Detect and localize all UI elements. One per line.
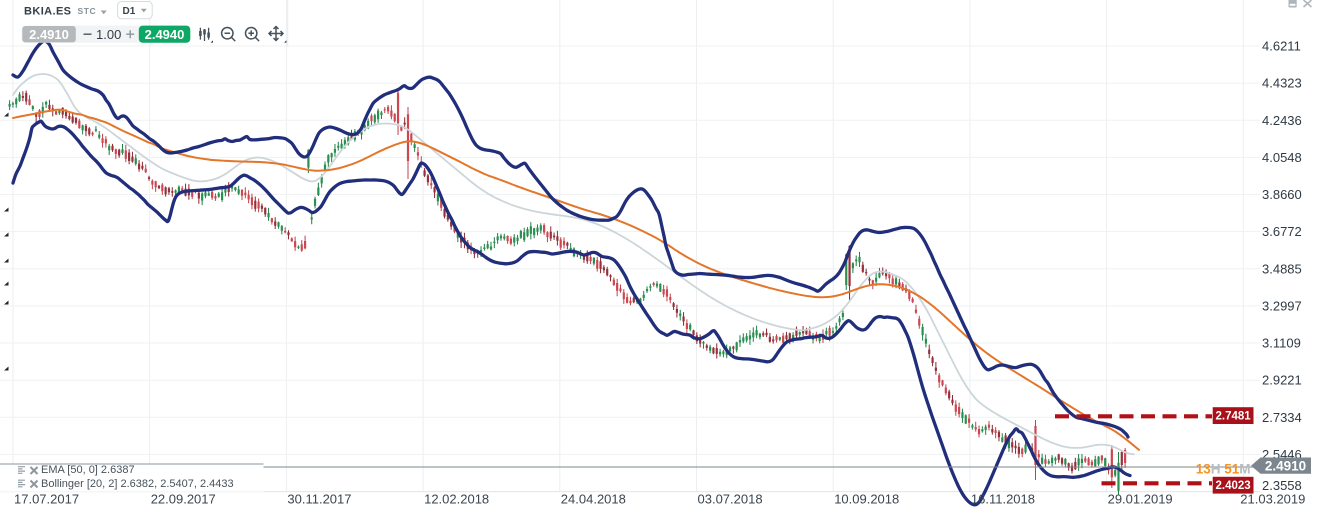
svg-text:4.2436: 4.2436 <box>1262 113 1302 128</box>
svg-text:17.07.2017: 17.07.2017 <box>14 492 79 507</box>
svg-text:D1: D1 <box>123 6 136 17</box>
svg-text:2.4910: 2.4910 <box>29 27 69 42</box>
svg-text:1.00: 1.00 <box>96 27 121 42</box>
svg-text:2.3558: 2.3558 <box>1262 478 1302 493</box>
svg-text:21.03.2019: 21.03.2019 <box>1240 492 1305 507</box>
svg-text:3.1109: 3.1109 <box>1262 336 1301 351</box>
svg-text:16.11.2018: 16.11.2018 <box>971 492 1035 507</box>
svg-text:2.9221: 2.9221 <box>1262 373 1302 388</box>
svg-text:4.0548: 4.0548 <box>1262 150 1302 165</box>
svg-text:Bollinger [20, 2] 2.6382, 2.54: Bollinger [20, 2] 2.6382, 2.5407, 2.4433 <box>41 478 234 490</box>
svg-text:22.09.2017: 22.09.2017 <box>151 492 216 507</box>
svg-text:03.07.2018: 03.07.2018 <box>698 492 763 507</box>
svg-text:EMA [50, 0] 2.6387: EMA [50, 0] 2.6387 <box>41 464 135 476</box>
svg-text:STC: STC <box>78 6 97 16</box>
svg-text:29.01.2019: 29.01.2019 <box>1108 492 1173 507</box>
svg-text:3.8660: 3.8660 <box>1262 187 1302 202</box>
svg-text:2.7334: 2.7334 <box>1262 410 1302 425</box>
svg-text:30.11.2017: 30.11.2017 <box>287 492 351 507</box>
svg-text:2.4910: 2.4910 <box>1265 459 1306 474</box>
svg-text:BKIA.ES: BKIA.ES <box>24 6 71 18</box>
svg-text:3.6772: 3.6772 <box>1262 224 1302 239</box>
svg-text:3.4885: 3.4885 <box>1262 261 1302 276</box>
svg-text:24.04.2018: 24.04.2018 <box>561 492 626 507</box>
svg-text:2.4940: 2.4940 <box>145 27 185 42</box>
svg-text:2.7481: 2.7481 <box>1216 411 1252 423</box>
svg-text:12.02.2018: 12.02.2018 <box>424 492 489 507</box>
svg-text:4.6211: 4.6211 <box>1262 39 1301 54</box>
svg-text:2.4023: 2.4023 <box>1216 480 1251 492</box>
svg-text:10.09.2018: 10.09.2018 <box>834 492 899 507</box>
svg-text:4.4323: 4.4323 <box>1262 76 1302 91</box>
svg-text:3.2997: 3.2997 <box>1262 298 1302 313</box>
svg-text:13H 51M: 13H 51M <box>1196 462 1251 477</box>
